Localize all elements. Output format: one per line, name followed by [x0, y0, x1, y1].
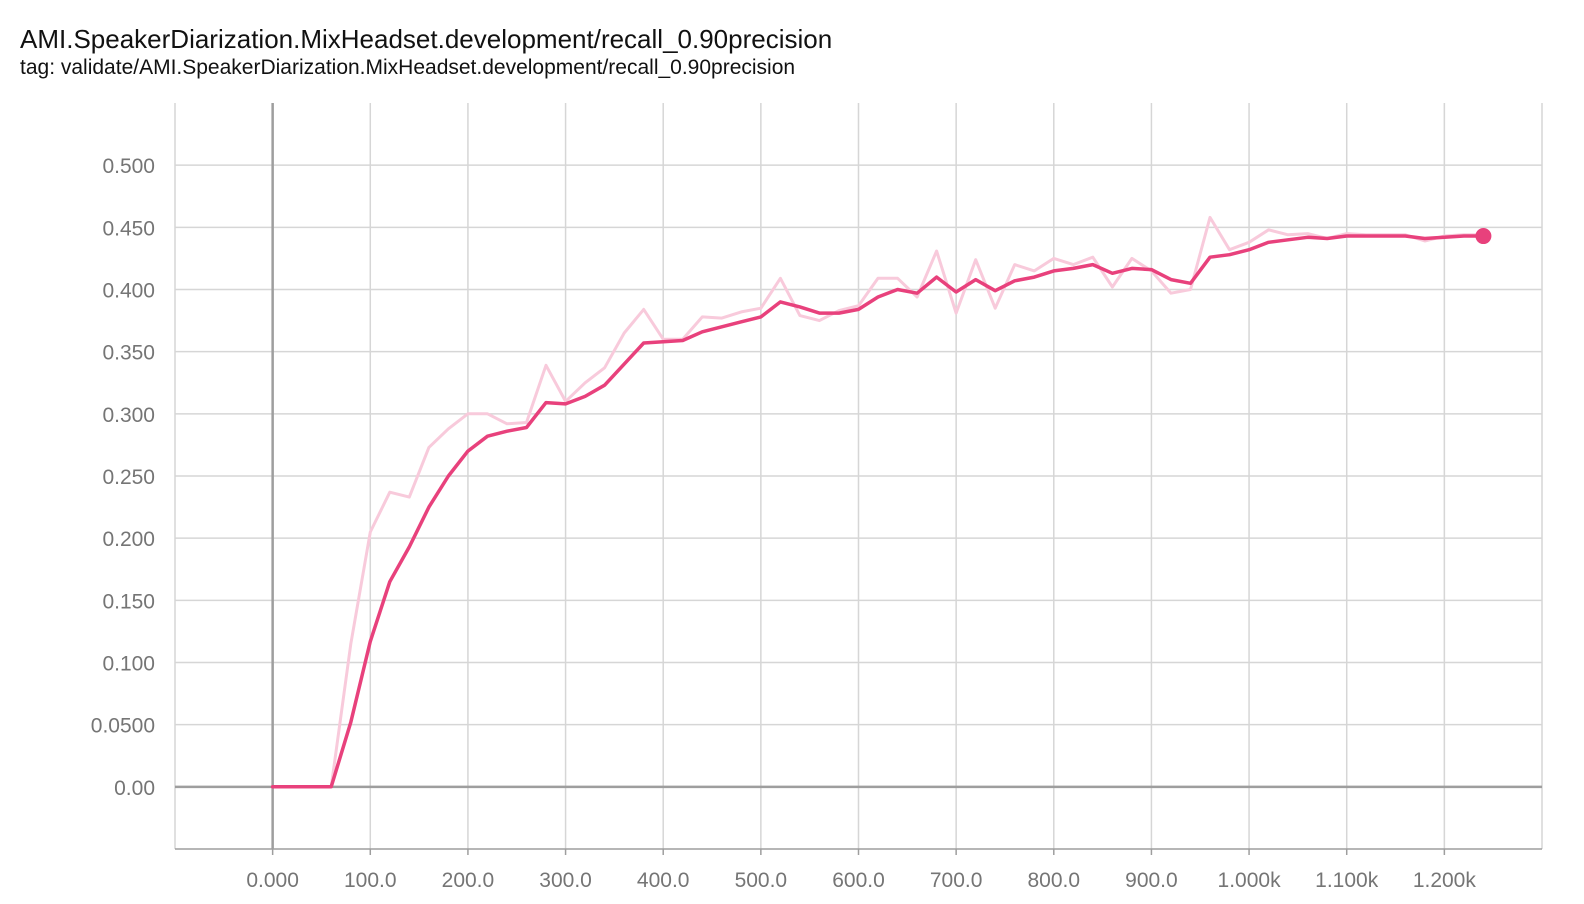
x-tick-label-1: 100.0 — [344, 869, 397, 892]
series-lines — [270, 215, 1486, 789]
x-tick-labels: 0.000 100.0 200.0 300.0 400.0 500.0 600.0 700.0… — [246, 869, 1476, 892]
x-tick-label-10: 1.000k — [1218, 869, 1282, 892]
y-tick-label-2: 0.100 — [102, 653, 155, 676]
y-tick-label-1: 0.0500 — [91, 715, 155, 738]
chart-title: AMI.SpeakerDiarization.MixHeadset.develo… — [20, 24, 833, 54]
x-tick-label-11: 1.100k — [1315, 869, 1379, 892]
raw-series-line — [271, 215, 1485, 789]
x-tick-label-4: 400.0 — [637, 869, 690, 892]
y-tick-label-4: 0.200 — [102, 528, 155, 551]
x-tick-label-6: 600.0 — [832, 869, 885, 892]
x-tick-label-8: 800.0 — [1028, 869, 1081, 892]
x-tick-label-9: 900.0 — [1125, 869, 1178, 892]
x-tick-label-2: 200.0 — [442, 869, 495, 892]
axes — [174, 103, 1543, 855]
chart-subtitle: tag: validate/AMI.SpeakerDiarization.Mix… — [20, 56, 796, 79]
y-tick-label-5: 0.250 — [102, 466, 155, 489]
data-points — [1475, 228, 1492, 245]
x-tick-label-12: 1.200k — [1413, 869, 1477, 892]
grid-lines — [175, 103, 1542, 849]
y-tick-label-8: 0.400 — [102, 280, 155, 303]
x-tick-label-7: 700.0 — [930, 869, 983, 892]
y-tick-label-9: 0.450 — [102, 217, 155, 240]
smoothed-series-line — [270, 234, 1486, 789]
y-tick-label-6: 0.300 — [102, 404, 155, 427]
x-tick-label-3: 300.0 — [539, 869, 592, 892]
y-tick-label-10: 0.500 — [102, 155, 155, 178]
x-tick-label-5: 500.0 — [735, 869, 788, 892]
y-tick-labels: 0.00 0.0500 0.100 0.150 0.200 0.250 0.300 0.350… — [91, 155, 155, 800]
last-point-marker — [1475, 228, 1492, 245]
x-tick-label-0: 0.000 — [246, 869, 299, 892]
y-tick-label-7: 0.350 — [102, 342, 155, 365]
y-tick-label-0: 0.00 — [114, 777, 155, 800]
y-tick-label-3: 0.150 — [102, 590, 155, 613]
